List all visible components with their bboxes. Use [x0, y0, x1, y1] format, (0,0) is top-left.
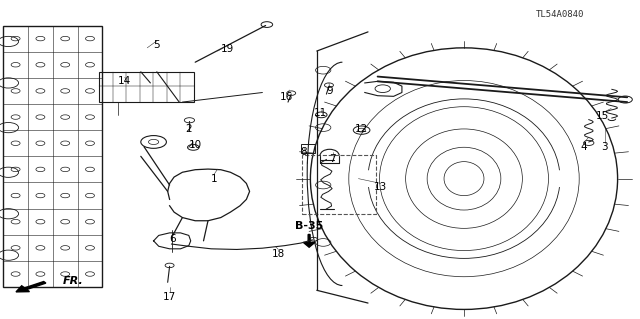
Text: 15: 15	[596, 111, 609, 122]
Circle shape	[618, 96, 632, 103]
Text: 18: 18	[272, 249, 285, 259]
Text: 11: 11	[314, 108, 326, 118]
Text: 4: 4	[580, 142, 587, 152]
FancyArrow shape	[303, 234, 315, 247]
Text: 16: 16	[280, 92, 293, 102]
Text: 3: 3	[602, 142, 608, 152]
Text: B-35: B-35	[295, 221, 323, 232]
Text: 14: 14	[118, 76, 131, 86]
Text: 10: 10	[189, 140, 202, 150]
Text: 13: 13	[374, 182, 387, 192]
Text: 8: 8	[301, 146, 307, 157]
Bar	[99, 72, 194, 102]
FancyArrow shape	[16, 282, 46, 292]
Text: 17: 17	[163, 292, 176, 302]
Text: 9: 9	[326, 86, 333, 96]
Bar	[301, 144, 315, 153]
Text: 2: 2	[186, 124, 192, 134]
Bar	[302, 155, 376, 214]
Text: 12: 12	[355, 124, 368, 134]
Text: FR.: FR.	[63, 276, 83, 286]
Text: 1: 1	[211, 174, 218, 184]
Text: 5: 5	[154, 40, 160, 50]
Text: 7: 7	[330, 154, 336, 165]
Text: TL54A0840: TL54A0840	[536, 10, 584, 19]
Text: 6: 6	[170, 234, 176, 244]
Text: 19: 19	[221, 44, 234, 55]
Bar	[3, 26, 102, 287]
